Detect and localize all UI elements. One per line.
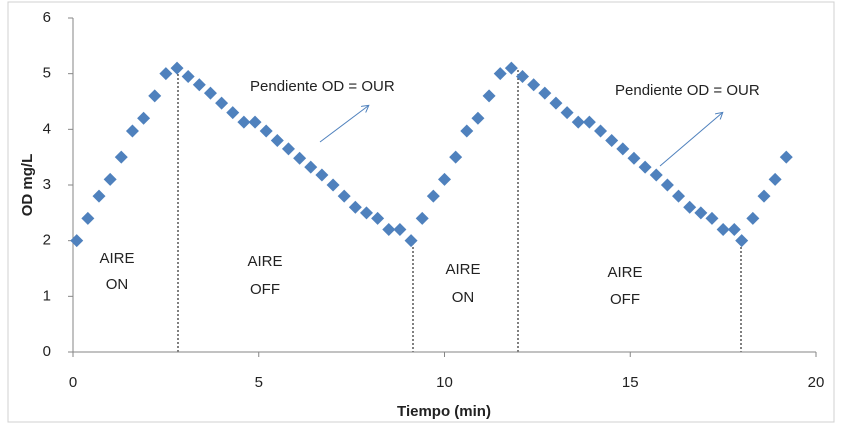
y-tick-label: 0 bbox=[43, 343, 51, 360]
data-point bbox=[768, 172, 782, 186]
data-point bbox=[482, 89, 496, 103]
data-point bbox=[181, 69, 195, 83]
data-point bbox=[560, 106, 574, 120]
data-point bbox=[348, 200, 362, 214]
data-point bbox=[304, 160, 318, 174]
data-point bbox=[705, 211, 719, 225]
y-axis-label: OD mg/L bbox=[19, 154, 36, 217]
data-point bbox=[716, 223, 730, 237]
y-tick-label: 2 bbox=[43, 232, 51, 249]
data-point bbox=[371, 211, 385, 225]
data-point bbox=[81, 211, 95, 225]
data-point bbox=[170, 61, 184, 75]
data-point bbox=[125, 124, 139, 138]
data-point bbox=[281, 142, 295, 156]
data-point bbox=[449, 150, 463, 164]
y-tick-label: 4 bbox=[43, 120, 51, 137]
arrow bbox=[319, 106, 368, 143]
x-tick-label: 15 bbox=[622, 374, 639, 391]
phase-lines bbox=[177, 70, 742, 352]
data-point bbox=[159, 67, 173, 81]
data-point bbox=[627, 151, 641, 165]
data-point bbox=[259, 124, 273, 138]
annotation: ON bbox=[452, 289, 475, 306]
data-point bbox=[757, 189, 771, 203]
data-point bbox=[727, 223, 741, 237]
data-point bbox=[70, 234, 84, 248]
data-point bbox=[426, 189, 440, 203]
data-point bbox=[660, 178, 674, 192]
data-point bbox=[694, 206, 708, 220]
y-tick-label: 6 bbox=[43, 9, 51, 26]
chart-frame bbox=[7, 1, 835, 423]
data-point bbox=[148, 89, 162, 103]
data-point bbox=[226, 106, 240, 120]
data-point bbox=[516, 69, 530, 83]
data-point bbox=[248, 115, 262, 129]
data-point bbox=[616, 142, 630, 156]
data-point bbox=[137, 111, 151, 125]
data-point bbox=[337, 189, 351, 203]
annotation: OFF bbox=[250, 281, 280, 298]
data-point bbox=[779, 150, 793, 164]
data-point bbox=[504, 61, 518, 75]
data-point bbox=[103, 172, 117, 186]
data-point bbox=[315, 168, 329, 182]
y-tick-label: 3 bbox=[43, 176, 51, 193]
data-point bbox=[415, 211, 429, 225]
data-point bbox=[92, 189, 106, 203]
annotation: AIRE bbox=[445, 261, 480, 278]
data-point bbox=[460, 124, 474, 138]
data-point bbox=[359, 206, 373, 220]
annotation: OFF bbox=[610, 291, 640, 308]
annotation: ON bbox=[106, 276, 129, 293]
x-tick-label: 20 bbox=[808, 374, 825, 391]
x-tick-label: 10 bbox=[436, 374, 453, 391]
data-point bbox=[638, 160, 652, 174]
annotation: Pendiente OD = OUR bbox=[250, 78, 395, 95]
data-point bbox=[649, 168, 663, 182]
data-point bbox=[192, 78, 206, 92]
annotation: Pendiente OD = OUR bbox=[615, 82, 760, 99]
annotation: AIRE bbox=[607, 264, 642, 281]
data-point bbox=[571, 115, 585, 129]
data-point bbox=[527, 78, 541, 92]
data-point bbox=[114, 150, 128, 164]
y-tick-label: 5 bbox=[43, 65, 51, 82]
data-point bbox=[326, 178, 340, 192]
y-tick-label: 1 bbox=[43, 287, 51, 304]
data-point bbox=[237, 115, 251, 129]
data-point bbox=[493, 67, 507, 81]
arrow bbox=[659, 113, 722, 167]
data-point bbox=[215, 96, 229, 110]
data-point bbox=[549, 96, 563, 110]
data-point bbox=[672, 189, 686, 203]
data-point bbox=[270, 133, 284, 147]
annotation: AIRE bbox=[247, 253, 282, 270]
x-tick-label: 0 bbox=[69, 374, 77, 391]
data-point bbox=[393, 223, 407, 237]
data-point bbox=[538, 86, 552, 100]
data-point bbox=[404, 234, 418, 248]
x-tick-label: 5 bbox=[255, 374, 263, 391]
data-point bbox=[746, 211, 760, 225]
data-point bbox=[582, 115, 596, 129]
data-point bbox=[605, 133, 619, 147]
data-point bbox=[683, 200, 697, 214]
data-point bbox=[471, 111, 485, 125]
data-point bbox=[594, 124, 608, 138]
data-point bbox=[203, 86, 217, 100]
data-point bbox=[735, 234, 749, 248]
data-point bbox=[293, 151, 307, 165]
annotation: AIRE bbox=[99, 250, 134, 267]
x-axis-label: Tiempo (min) bbox=[397, 403, 491, 420]
data-point bbox=[382, 223, 396, 237]
data-point bbox=[438, 172, 451, 186]
